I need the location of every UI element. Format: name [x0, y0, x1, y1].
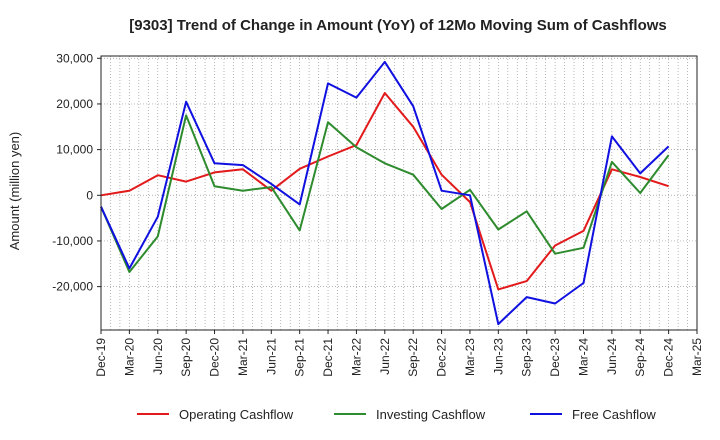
x-tick-label: Jun-23 — [491, 338, 505, 375]
y-tick-label: -10,000 — [52, 234, 93, 248]
x-tick-label: Jun-21 — [264, 338, 278, 375]
x-tick-label: Mar-22 — [349, 338, 363, 376]
y-tick-label: 20,000 — [56, 97, 93, 111]
x-tick-label: Dec-23 — [548, 338, 562, 377]
legend: Operating Cashflow Investing Cashflow Free… — [137, 407, 656, 422]
y-tick-label: 30,000 — [56, 51, 93, 65]
chart-title: [9303] Trend of Change in Amount (YoY) o… — [129, 17, 667, 34]
x-tick-label: Mar-25 — [690, 338, 704, 376]
x-tick-label: Jun-24 — [605, 338, 619, 375]
y-tick-label: 0 — [86, 188, 93, 202]
series-group — [100, 60, 670, 326]
x-tick-label: Jun-22 — [378, 338, 392, 375]
y-tick-label: -20,000 — [52, 280, 93, 294]
axis-ticks: 30,000 20,000 10,000 0 -10,000 -20,000 Dec-19 M… — [52, 51, 704, 376]
x-tick-label: Sep-20 — [179, 338, 193, 377]
x-tick-label: Jun-20 — [151, 338, 165, 375]
legend-label-free-cashflow: Free Cashflow — [572, 407, 656, 422]
x-tick-label: Sep-23 — [520, 338, 534, 377]
x-tick-label: Sep-22 — [406, 338, 420, 377]
x-tick-label: Dec-22 — [435, 338, 449, 377]
legend-label-operating-cashflow: Operating Cashflow — [179, 407, 294, 422]
x-tick-label: Dec-21 — [321, 338, 335, 377]
x-tick-label: Sep-24 — [633, 338, 647, 377]
series-line-investing-cashflow — [100, 114, 670, 273]
x-tick-label: Mar-20 — [122, 338, 136, 376]
x-tick-label: Mar-23 — [463, 338, 477, 376]
series-line-operating-cashflow — [100, 92, 669, 291]
legend-label-investing-cashflow: Investing Cashflow — [376, 407, 486, 422]
x-tick-label: Dec-20 — [208, 338, 222, 377]
plot-area-frame — [100, 55, 698, 331]
x-tick-label: Mar-21 — [236, 338, 250, 376]
x-tick-label: Dec-24 — [662, 338, 676, 377]
x-tick-label: Dec-19 — [94, 338, 108, 377]
series-line-free-cashflow — [100, 60, 670, 326]
grid — [100, 56, 698, 330]
y-tick-label: 10,000 — [56, 143, 93, 157]
y-axis-label: Amount (million yen) — [7, 132, 22, 251]
x-tick-label: Mar-24 — [576, 338, 590, 376]
x-tick-label: Sep-21 — [293, 338, 307, 377]
